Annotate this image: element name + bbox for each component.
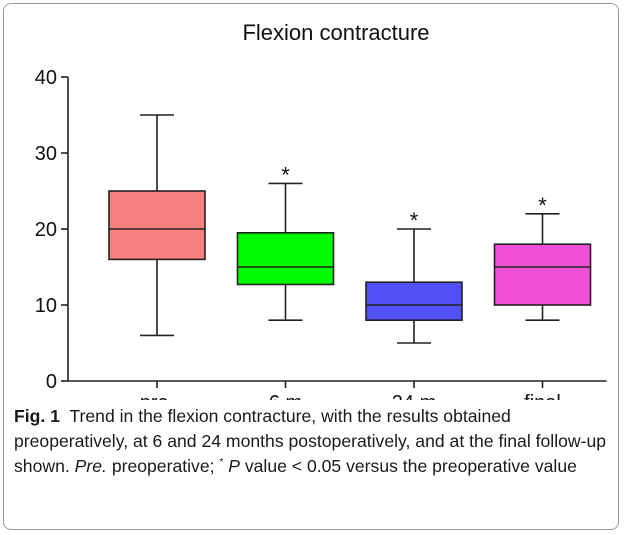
- box-plot-chart: Flexion contracture 0 10 20 30 40 pre. 6 m 24 m…: [35, 20, 607, 400]
- x-tick-label: pre.: [140, 392, 174, 400]
- caption-abbrev-term: Pre.: [74, 456, 107, 476]
- caption-sig-def: value < 0.05 versus the preoperative val…: [244, 456, 577, 476]
- y-tick-label: 10: [35, 295, 57, 317]
- box-group-3: *: [493, 193, 592, 322]
- box-group-2: *: [365, 208, 463, 344]
- iqr-box: [108, 190, 206, 261]
- caption-text: Trend in the flexion contracture, with t…: [14, 406, 611, 476]
- caption-p-symbol: P: [228, 456, 240, 476]
- y-tick-label: 40: [35, 67, 57, 89]
- x-tick-label: 24 m: [392, 392, 436, 400]
- caption-abbrev-def: preoperative;: [111, 456, 215, 476]
- iqr-box: [493, 243, 592, 306]
- y-tick-label: 20: [35, 219, 57, 241]
- significance-marker: *: [410, 208, 419, 233]
- box-group-1: *: [236, 162, 335, 322]
- chart-title: Flexion contracture: [242, 20, 429, 45]
- caption-sig-marker: *: [219, 457, 224, 469]
- x-tick-label: 6 m: [269, 392, 302, 400]
- significance-marker: *: [538, 193, 547, 218]
- iqr-box: [236, 232, 335, 286]
- significance-marker: *: [281, 162, 290, 187]
- iqr-box: [365, 281, 463, 322]
- box-group-0: [108, 114, 206, 337]
- figure-caption: Fig. 1 Trend in the flexion contracture,…: [14, 404, 610, 479]
- x-tick-label: final: [524, 392, 561, 400]
- y-tick-label: 0: [46, 371, 57, 393]
- y-tick-label: 30: [35, 143, 57, 165]
- caption-fig-label: Fig. 1: [14, 406, 60, 426]
